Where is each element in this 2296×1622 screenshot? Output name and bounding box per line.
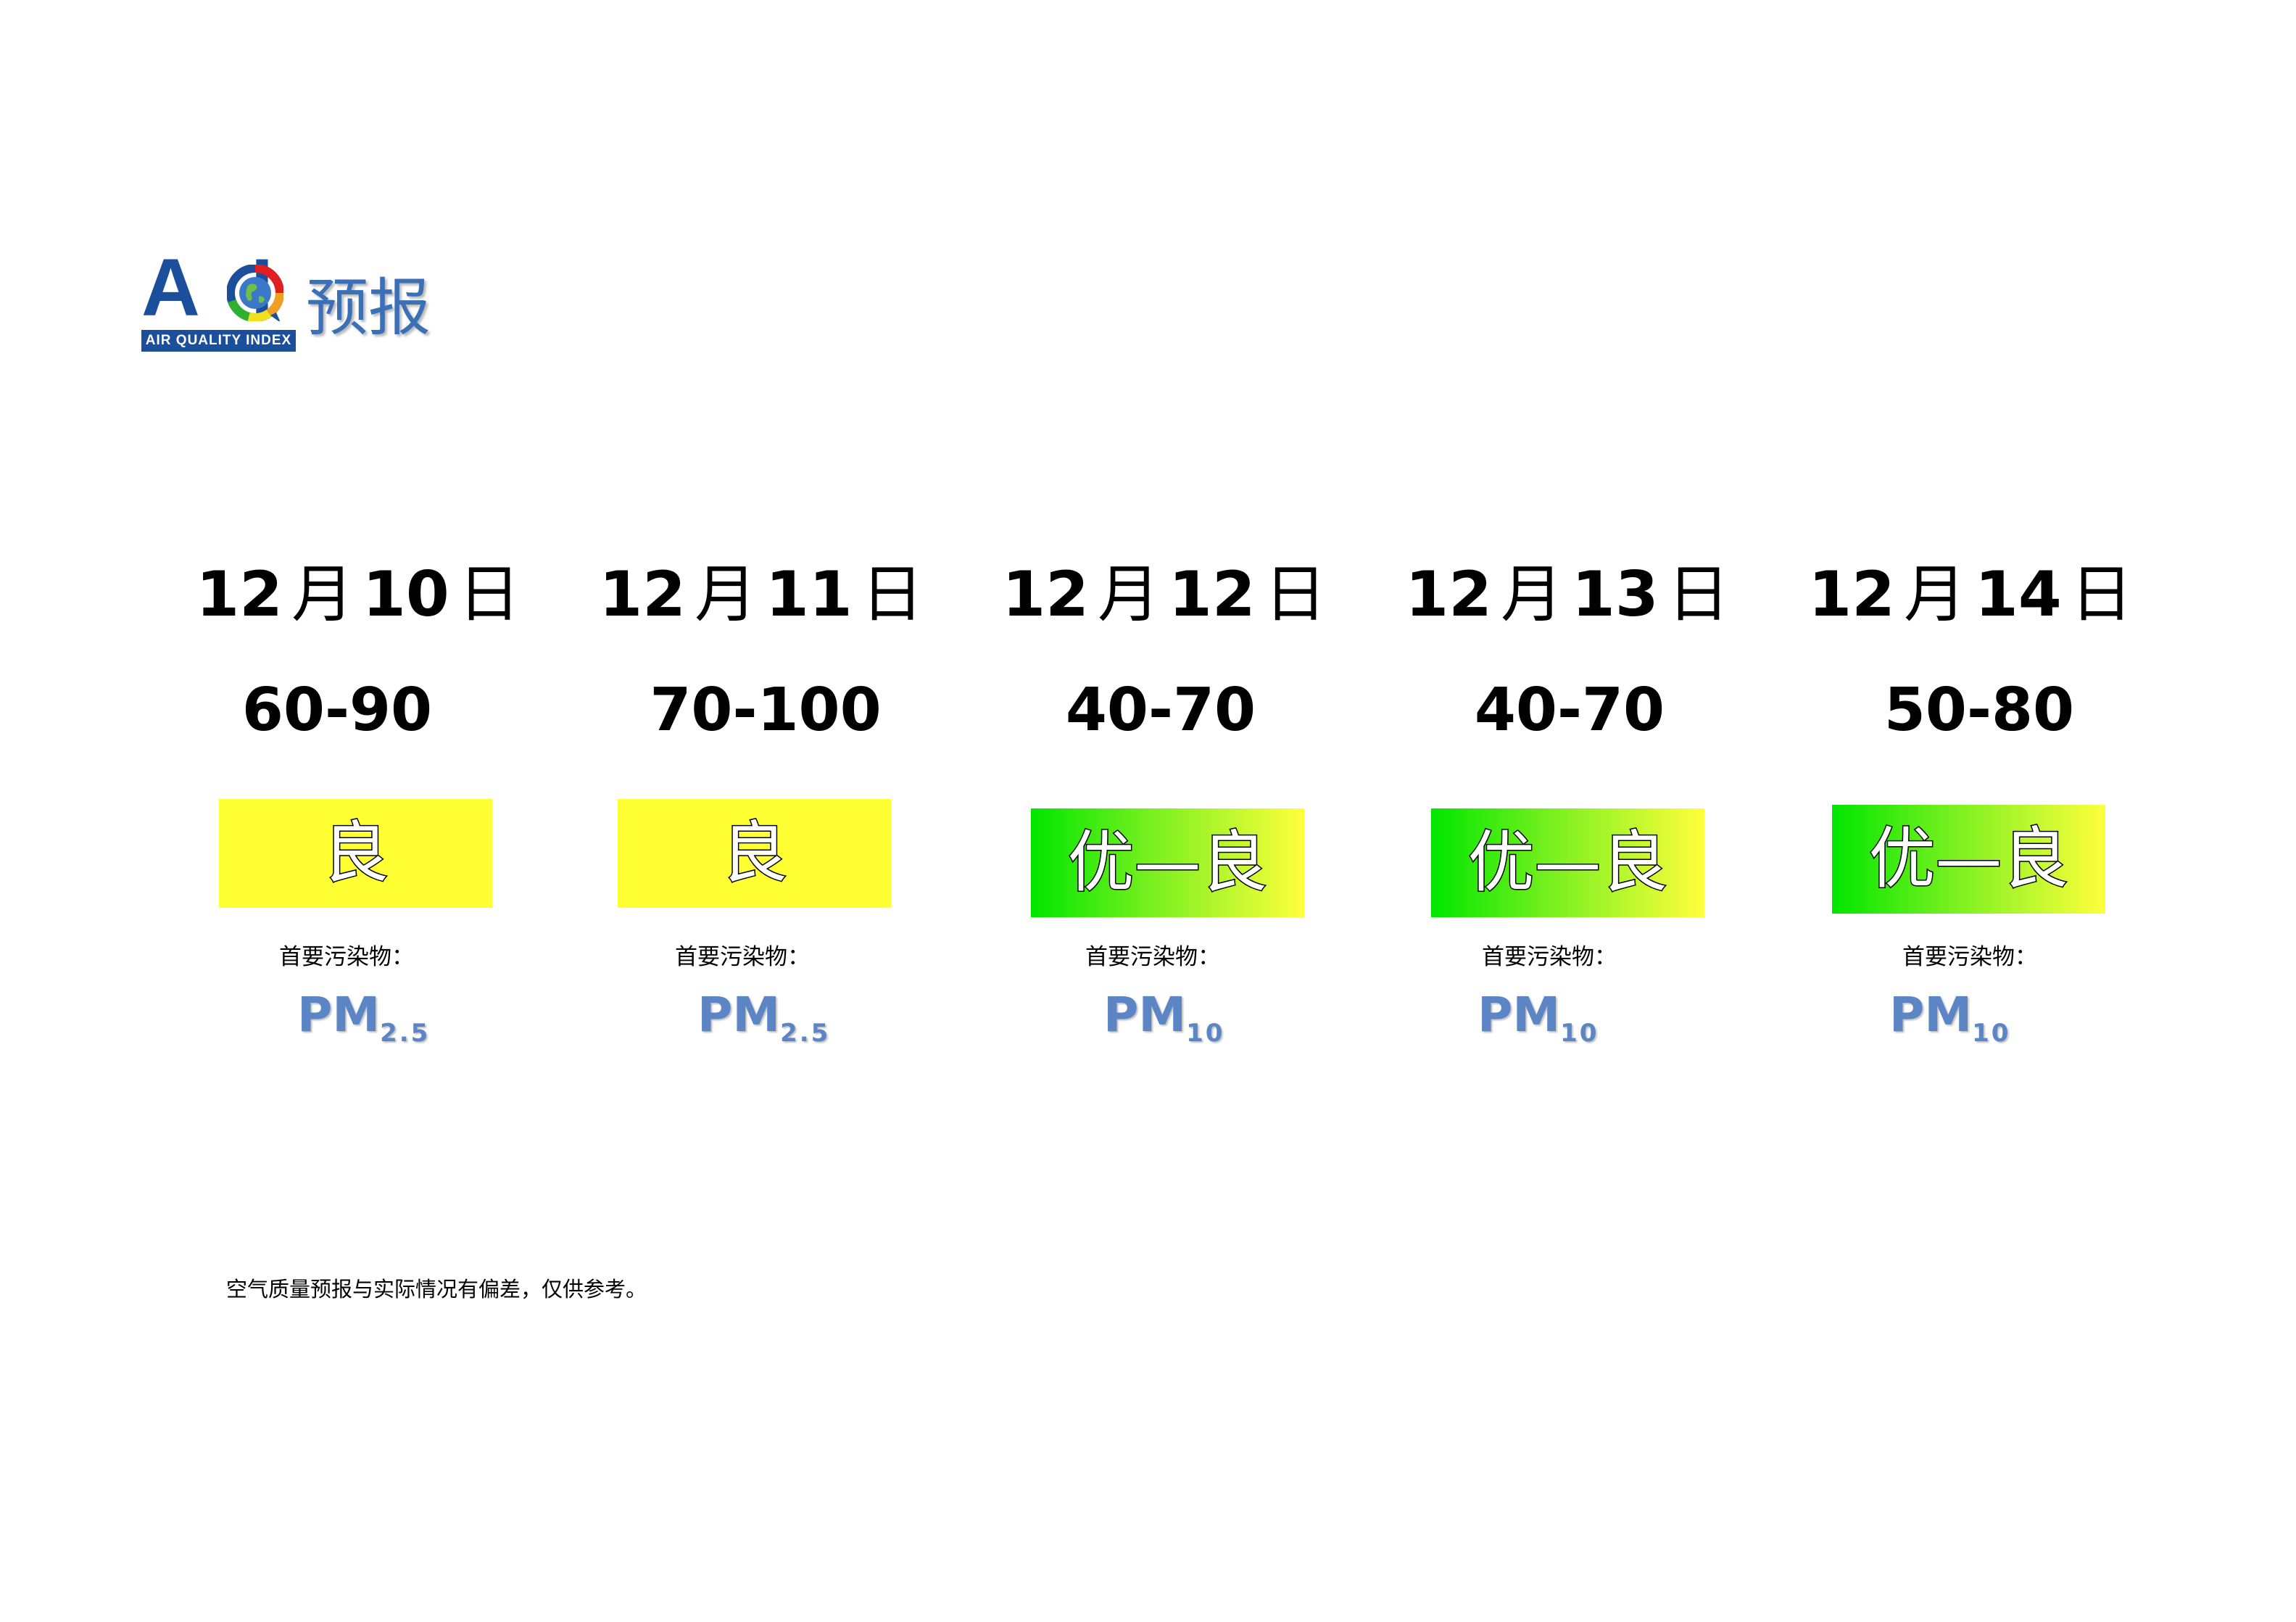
date-label: 12 月 13 日	[1405, 551, 1738, 638]
date-day-unit: 日	[1264, 558, 1327, 631]
aqi-range: 70-100	[650, 676, 882, 745]
forecast-day-2: 12 月 11 日 70-100 良 首要污染物： PM2.5	[599, 551, 932, 1059]
globe-icon	[227, 265, 283, 321]
date-day-unit: 日	[861, 558, 924, 631]
date-month-unit: 月	[1098, 558, 1160, 631]
date-label: 12 月 14 日	[1808, 551, 2142, 638]
date-month: 12	[1808, 558, 1895, 631]
date-month: 12	[196, 558, 283, 631]
pollutant-label: 首要污染物：	[1902, 944, 2037, 970]
date-day-unit: 日	[1667, 558, 1730, 631]
primary-pollutant: PM10	[1103, 986, 1224, 1046]
aqi-range: 40-70	[1065, 676, 1256, 745]
date-label: 12 月 12 日	[1002, 551, 1335, 638]
level-badge: 良	[618, 799, 891, 908]
date-day: 11	[766, 558, 853, 631]
date-day: 10	[362, 558, 449, 631]
date-month-unit: 月	[1904, 558, 1966, 631]
pollutant-label: 首要污染物：	[1482, 944, 1617, 970]
date-day: 14	[1975, 558, 2062, 631]
level-badge: 良	[219, 799, 492, 908]
date-month: 12	[599, 558, 686, 631]
level-text: 优—良	[1066, 823, 1269, 903]
pollutant-sub: 10	[1972, 1019, 2011, 1048]
aqi-range: 40-70	[1474, 676, 1665, 745]
pollutant-label: 首要污染物：	[279, 944, 414, 970]
date-month: 12	[1405, 558, 1492, 631]
aqi-logo: AI AIR QUALITY INDEX 预报	[141, 247, 453, 355]
date-month: 12	[1002, 558, 1089, 631]
level-badge: 优—良	[1031, 808, 1304, 917]
forecast-day-1: 12 月 10 日 60-90 良 首要污染物： PM2.5	[196, 551, 529, 1059]
date-month-unit: 月	[1501, 558, 1563, 631]
primary-pollutant: PM10	[1478, 986, 1599, 1046]
page-title: 预报	[306, 272, 431, 344]
level-badge: 优—良	[1431, 808, 1704, 917]
aqi-range: 50-80	[1883, 676, 2075, 745]
pollutant-sub: 10	[1560, 1019, 1599, 1048]
aqi-logo-mark: AI AIR QUALITY INDEX	[141, 247, 297, 355]
date-day-unit: 日	[2070, 558, 2133, 631]
disclaimer-note: 空气质量预报与实际情况有偏差，仅供参考。	[226, 1277, 647, 1302]
primary-pollutant: PM10	[1889, 986, 2010, 1046]
primary-pollutant: PM2.5	[297, 986, 430, 1046]
pollutant-main: PM	[1889, 987, 1973, 1043]
pollutant-label: 首要污染物：	[1085, 944, 1220, 970]
pollutant-sub: 2.5	[380, 1019, 431, 1048]
pollutant-sub: 10	[1186, 1019, 1225, 1048]
pollutant-main: PM	[297, 987, 381, 1043]
pollutant-main: PM	[1478, 987, 1561, 1043]
logo-letter-a: A	[141, 242, 200, 333]
date-month-unit: 月	[291, 558, 354, 631]
date-label: 12 月 10 日	[196, 551, 529, 638]
pollutant-sub: 2.5	[780, 1019, 831, 1048]
date-day-unit: 日	[457, 558, 521, 631]
pollutant-main: PM	[1103, 987, 1187, 1043]
date-label: 12 月 11 日	[599, 551, 932, 638]
level-badge: 优—良	[1832, 805, 2105, 914]
date-day: 13	[1572, 558, 1659, 631]
forecast-day-5: 12 月 14 日 50-80 优—良 首要污染物： PM10	[1808, 551, 2142, 1059]
date-month-unit: 月	[695, 558, 757, 631]
forecast-day-3: 12 月 12 日 40-70 优—良 首要污染物： PM10	[1002, 551, 1335, 1059]
logo-strip: AIR QUALITY INDEX	[141, 330, 296, 352]
primary-pollutant: PM2.5	[697, 986, 830, 1046]
date-day: 12	[1169, 558, 1256, 631]
pollutant-label: 首要污染物：	[675, 944, 810, 970]
level-text: 优—良	[1868, 819, 2070, 899]
forecast-day-4: 12 月 13 日 40-70 优—良 首要污染物： PM10	[1405, 551, 1738, 1059]
level-text: 优—良	[1467, 823, 1669, 903]
level-text: 良	[720, 814, 789, 893]
pollutant-main: PM	[697, 987, 781, 1043]
aqi-range: 60-90	[241, 676, 433, 745]
level-text: 良	[321, 814, 390, 893]
